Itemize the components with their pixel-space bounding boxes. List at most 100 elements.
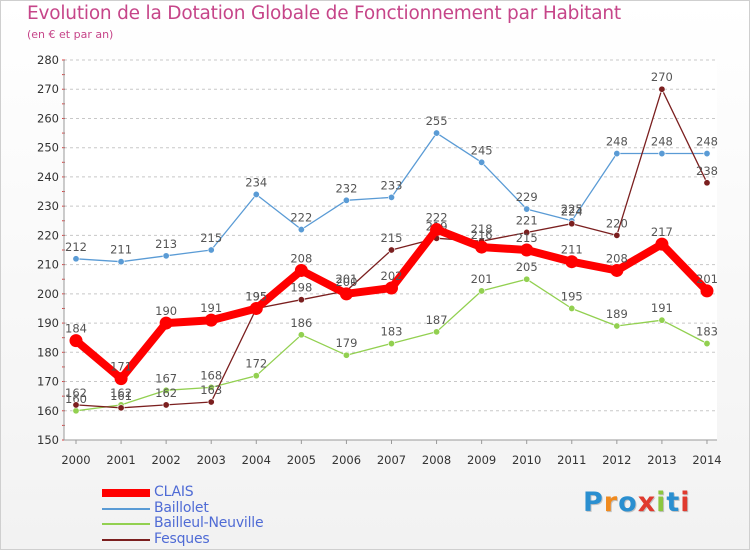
data-point-clais bbox=[69, 334, 83, 348]
x-tick-label: 2008 bbox=[422, 453, 451, 467]
y-tick-label: 190 bbox=[37, 316, 59, 330]
data-point-baillolet bbox=[342, 196, 350, 204]
data-label-bailleul-neuville: 179 bbox=[335, 336, 357, 350]
x-tick-label: 2013 bbox=[647, 453, 676, 467]
logo-letter: t bbox=[666, 487, 681, 518]
y-tick-label: 160 bbox=[37, 404, 59, 418]
data-label-clais: 217 bbox=[651, 225, 673, 239]
data-point-bailleul-neuville bbox=[433, 328, 441, 336]
x-tick-label: 2001 bbox=[106, 453, 135, 467]
y-tick-label: 240 bbox=[37, 170, 59, 184]
data-label-fesques: 224 bbox=[561, 205, 583, 219]
data-label-baillolet: 225 bbox=[561, 202, 583, 216]
x-tick-label: 2000 bbox=[61, 453, 90, 467]
logo-letter: i bbox=[656, 487, 667, 518]
legend-swatch-clais bbox=[102, 489, 150, 497]
logo-letter: r bbox=[603, 487, 619, 518]
data-point-fesques bbox=[72, 401, 80, 409]
chart-title: Evolution de la Dotation Globale de Fonc… bbox=[27, 3, 621, 24]
data-point-baillolet bbox=[297, 226, 305, 234]
data-point-baillolet bbox=[72, 255, 80, 263]
data-point-clais bbox=[114, 372, 128, 386]
x-tick-label: 2003 bbox=[197, 453, 226, 467]
y-tick-label: 220 bbox=[37, 228, 59, 242]
data-point-bailleul-neuville bbox=[703, 340, 711, 348]
data-point-bailleul-neuville bbox=[297, 331, 305, 339]
y-tick-label: 280 bbox=[37, 53, 59, 67]
data-label-bailleul-neuville: 186 bbox=[290, 316, 312, 330]
data-point-fesques bbox=[207, 398, 215, 406]
data-label-clais: 171 bbox=[110, 360, 132, 374]
data-label-bailleul-neuville: 201 bbox=[471, 272, 493, 286]
data-label-clais: 208 bbox=[290, 251, 312, 265]
x-tick-label: 2010 bbox=[512, 453, 541, 467]
data-label-fesques: 201 bbox=[335, 272, 357, 286]
data-label-baillolet: 211 bbox=[110, 243, 132, 257]
data-point-bailleul-neuville bbox=[523, 275, 531, 283]
data-label-bailleul-neuville: 183 bbox=[696, 325, 718, 339]
data-point-fesques bbox=[613, 231, 621, 239]
data-label-baillolet: 255 bbox=[426, 114, 448, 128]
data-label-clais: 208 bbox=[606, 251, 628, 265]
legend-swatch-bailleul-neuville bbox=[102, 523, 150, 525]
data-point-baillolet bbox=[433, 129, 441, 137]
x-tick-label: 2009 bbox=[467, 453, 496, 467]
data-label-baillolet: 248 bbox=[696, 135, 718, 149]
data-label-baillolet: 233 bbox=[381, 178, 403, 192]
data-point-clais bbox=[384, 281, 398, 295]
data-point-fesques bbox=[658, 85, 666, 93]
x-tick-label: 2005 bbox=[287, 453, 316, 467]
data-label-clais: 211 bbox=[561, 243, 583, 257]
y-tick-label: 230 bbox=[37, 199, 59, 213]
data-point-clais bbox=[475, 240, 489, 254]
data-point-fesques bbox=[387, 246, 395, 254]
data-label-clais: 202 bbox=[381, 269, 403, 283]
data-label-baillolet: 215 bbox=[200, 231, 222, 245]
data-label-fesques: 161 bbox=[110, 389, 132, 403]
data-label-bailleul-neuville: 162 bbox=[110, 386, 132, 400]
data-point-clais bbox=[520, 243, 534, 257]
data-label-bailleul-neuville: 189 bbox=[606, 307, 628, 321]
data-point-baillolet bbox=[613, 150, 621, 158]
x-tick-label: 2006 bbox=[332, 453, 361, 467]
legend-label-clais: CLAIS bbox=[154, 484, 194, 500]
data-label-baillolet: 222 bbox=[290, 211, 312, 225]
data-point-baillolet bbox=[117, 258, 125, 266]
x-tick-label: 2011 bbox=[557, 453, 586, 467]
data-label-bailleul-neuville: 191 bbox=[651, 301, 673, 315]
data-point-baillolet bbox=[523, 205, 531, 213]
data-label-bailleul-neuville: 167 bbox=[155, 371, 177, 385]
chart-subtitle: (en € et par an) bbox=[27, 28, 114, 41]
data-label-fesques: 215 bbox=[381, 231, 403, 245]
data-point-bailleul-neuville bbox=[252, 372, 260, 380]
x-tick-label: 2007 bbox=[377, 453, 406, 467]
data-point-clais bbox=[565, 255, 579, 269]
data-point-fesques bbox=[568, 220, 576, 228]
legend-swatch-fesques bbox=[102, 538, 150, 541]
y-tick-label: 180 bbox=[37, 345, 59, 359]
y-tick-label: 170 bbox=[37, 375, 59, 389]
data-label-clais: 200 bbox=[335, 275, 357, 289]
data-point-clais bbox=[610, 263, 624, 277]
legend-label-fesques: Fesques bbox=[154, 530, 210, 547]
data-point-clais bbox=[159, 316, 173, 330]
data-label-baillolet: 248 bbox=[606, 135, 628, 149]
data-label-baillolet: 212 bbox=[65, 240, 87, 254]
data-point-clais bbox=[430, 223, 444, 237]
data-point-bailleul-neuville bbox=[72, 407, 80, 415]
legend-swatch-baillolet bbox=[102, 507, 150, 510]
data-point-bailleul-neuville bbox=[162, 386, 170, 394]
data-point-bailleul-neuville bbox=[387, 340, 395, 348]
x-tick-label: 2002 bbox=[151, 453, 180, 467]
data-point-bailleul-neuville bbox=[568, 304, 576, 312]
data-point-baillolet bbox=[162, 252, 170, 260]
data-label-clais: 191 bbox=[200, 301, 222, 315]
x-tick-label: 2014 bbox=[692, 453, 721, 467]
y-tick-label: 200 bbox=[37, 287, 59, 301]
data-point-bailleul-neuville bbox=[478, 287, 486, 295]
data-label-fesques: 220 bbox=[606, 216, 628, 230]
data-label-baillolet: 229 bbox=[516, 190, 538, 204]
logo-letter: P bbox=[583, 487, 604, 518]
y-tick-label: 250 bbox=[37, 141, 59, 155]
